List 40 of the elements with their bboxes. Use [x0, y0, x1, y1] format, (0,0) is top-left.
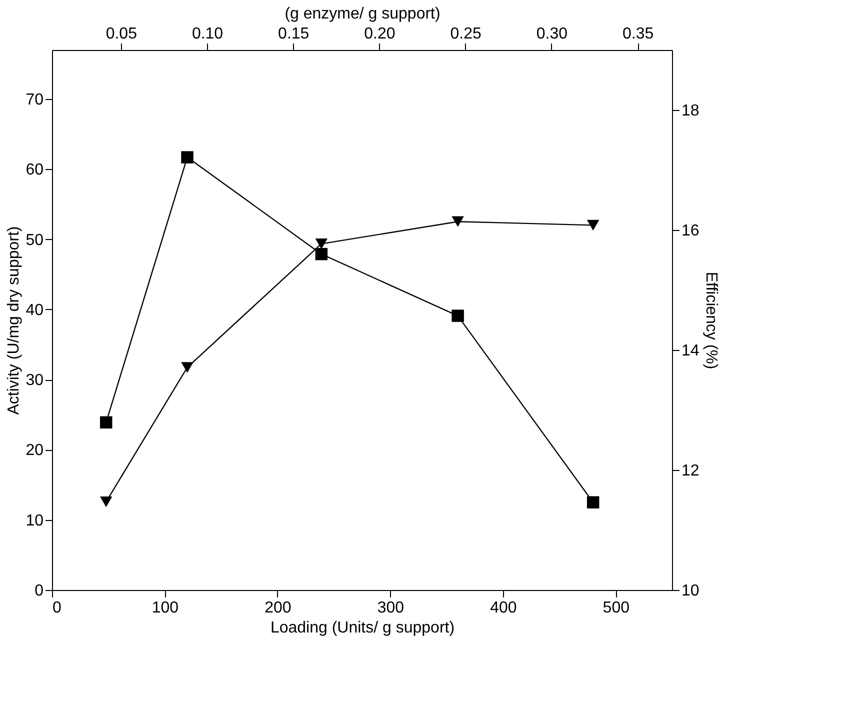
y-tick-label: 40	[26, 302, 44, 319]
x2-tick-label: 0.20	[364, 26, 396, 42]
x-tick-label: 100	[152, 600, 179, 616]
point	[315, 248, 328, 260]
y2-tick-label: 18	[682, 102, 700, 120]
point	[181, 151, 194, 164]
x2-tick-label: 0.30	[536, 26, 568, 42]
x-axis-title: Loading (Units/ g support)	[270, 620, 455, 636]
y-tick-label: 50	[26, 232, 44, 249]
x2-tick-label: 0.35	[622, 26, 654, 42]
x-tick-label: 0	[52, 600, 62, 616]
x-tick-label: 200	[264, 600, 292, 616]
x2-tick-label: 0.05	[106, 26, 138, 42]
y-tick-label: 0	[34, 582, 44, 600]
x-tick-label: 400	[490, 600, 517, 616]
point	[181, 362, 194, 373]
point	[315, 238, 328, 250]
y2-axis-title: Efficiency (%)	[702, 272, 720, 370]
point	[586, 496, 600, 508]
point	[452, 216, 464, 227]
y-tick-label: 10	[26, 512, 44, 530]
y-axis-title: Activity (U/mg dry support)	[6, 226, 23, 415]
y2-tick-label: 12	[682, 462, 700, 480]
point	[100, 496, 112, 508]
y2-tick-label: 10	[682, 582, 700, 600]
y2-tick-label: 14	[682, 342, 700, 360]
x-tick-label: 500	[602, 600, 630, 616]
y-tick-label: 60	[26, 162, 44, 179]
x2-tick-label: 0.15	[278, 26, 310, 42]
y2-tick-label: 16	[682, 222, 700, 240]
x2-axis-title: (g enzyme/ g support)	[284, 6, 440, 22]
point	[586, 220, 600, 231]
y-tick-label: 70	[26, 92, 44, 109]
x2-tick-label: 0.25	[450, 26, 482, 42]
y-tick-label: 20	[26, 442, 44, 460]
point	[100, 416, 112, 429]
y-tick-label: 30	[26, 372, 44, 390]
x2-tick-label: 0.10	[192, 26, 224, 42]
point	[452, 310, 464, 322]
x-tick-label: 300	[377, 600, 404, 616]
